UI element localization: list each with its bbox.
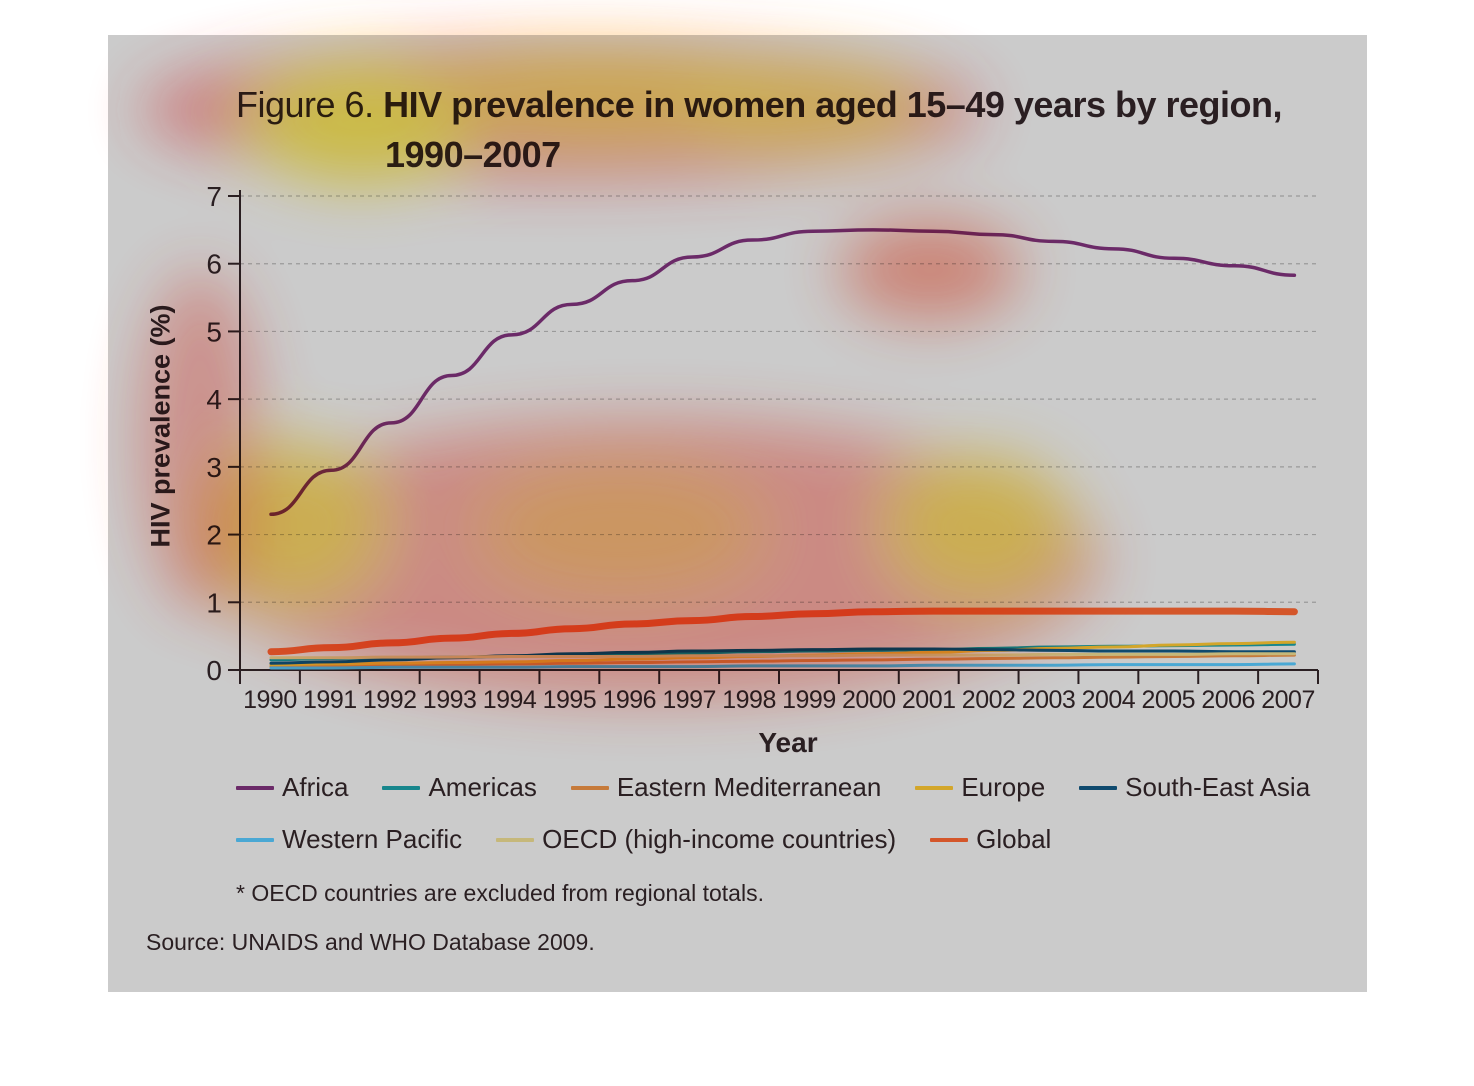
legend-item-eastern-mediterranean: Eastern Mediterranean — [570, 772, 882, 803]
y-tick-label: 1 — [206, 587, 222, 618]
y-axis-label: HIV prevalence (%) — [145, 304, 176, 548]
x-tick-label: 2003 — [1022, 686, 1076, 714]
legend-label: Europe — [961, 772, 1046, 802]
y-tick-label: 3 — [206, 452, 222, 483]
y-tick-label: 6 — [206, 249, 222, 280]
x-tick-label: 1999 — [782, 686, 836, 714]
figure-label: Figure 6. — [236, 84, 374, 125]
legend-item-oecd: OECD (high-income countries) — [496, 824, 896, 855]
axes: 0 1 2 3 4 5 6 7 1990 1991 1992 1993 1994 1995 1996 1997… — [206, 181, 1319, 714]
legend-swatch — [1079, 785, 1118, 790]
legend-label: Global — [976, 824, 1052, 854]
chart-title-main: HIV prevalence in women aged 15–49 years… — [383, 84, 1282, 125]
legend-row: Africa Americas Eastern Mediterranean Eu… — [236, 772, 1344, 803]
x-tick-label: 2006 — [1201, 686, 1255, 714]
legend-item-south-east-asia: South-East Asia — [1079, 772, 1310, 803]
legend-row: Western Pacific OECD (high-income countr… — [236, 824, 1085, 855]
legend-swatch — [930, 837, 969, 842]
x-tick-label: 2004 — [1082, 686, 1136, 714]
legend-label: Western Pacific — [282, 824, 463, 854]
x-tick-label: 1997 — [662, 686, 716, 714]
legend-swatch — [236, 837, 274, 842]
legend-item-africa: Africa — [236, 772, 348, 803]
legend-swatch — [915, 785, 954, 790]
x-tick-label: 2001 — [902, 686, 956, 714]
x-tick-label: 2005 — [1141, 686, 1195, 714]
legend-item-europe: Europe — [915, 772, 1045, 803]
y-tick-label: 4 — [206, 384, 222, 415]
legend-swatch — [570, 785, 609, 790]
legend-label: Eastern Mediterranean — [616, 772, 882, 802]
x-tick-label: 1998 — [722, 686, 776, 714]
chart-footnote: * OECD countries are excluded from regio… — [236, 880, 764, 906]
legend-label: Americas — [428, 772, 537, 802]
chart-source: Source: UNAIDS and WHO Database 2009. — [146, 929, 595, 955]
legend-swatch — [382, 785, 421, 790]
x-axis-label: Year — [758, 727, 818, 758]
legend-label: OECD (high-income countries) — [542, 824, 897, 854]
x-tick-label: 1992 — [363, 686, 417, 714]
chart-title-line2: 1990–2007 — [385, 134, 561, 175]
legend-item-western-pacific: Western Pacific — [236, 824, 462, 855]
x-tick-label: 1994 — [483, 686, 537, 714]
legend-swatch — [496, 837, 535, 842]
legend-label: Africa — [282, 772, 349, 802]
y-tick-label: 2 — [206, 520, 222, 551]
legend-item-global: Global — [930, 824, 1051, 855]
legend-item-americas: Americas — [382, 772, 537, 803]
legend-swatch — [236, 785, 274, 790]
series-line-africa — [269, 228, 1297, 517]
chart-title: Figure 6. HIV prevalence in women aged 1… — [236, 84, 1282, 126]
x-tick-label: 2002 — [962, 686, 1016, 714]
y-tick-label: 7 — [206, 181, 222, 212]
x-tick-label: 2000 — [842, 686, 896, 714]
y-tick-label: 0 — [206, 655, 222, 686]
x-tick-label: 2007 — [1261, 686, 1315, 714]
y-tick-label: 5 — [206, 316, 222, 347]
x-tick-label: 1993 — [423, 686, 477, 714]
x-tick-label: 1991 — [303, 686, 357, 714]
x-tick-label: 1995 — [543, 686, 597, 714]
x-tick-label: 1996 — [602, 686, 656, 714]
legend-label: South-East Asia — [1125, 772, 1311, 802]
x-tick-label: 1990 — [243, 686, 297, 714]
